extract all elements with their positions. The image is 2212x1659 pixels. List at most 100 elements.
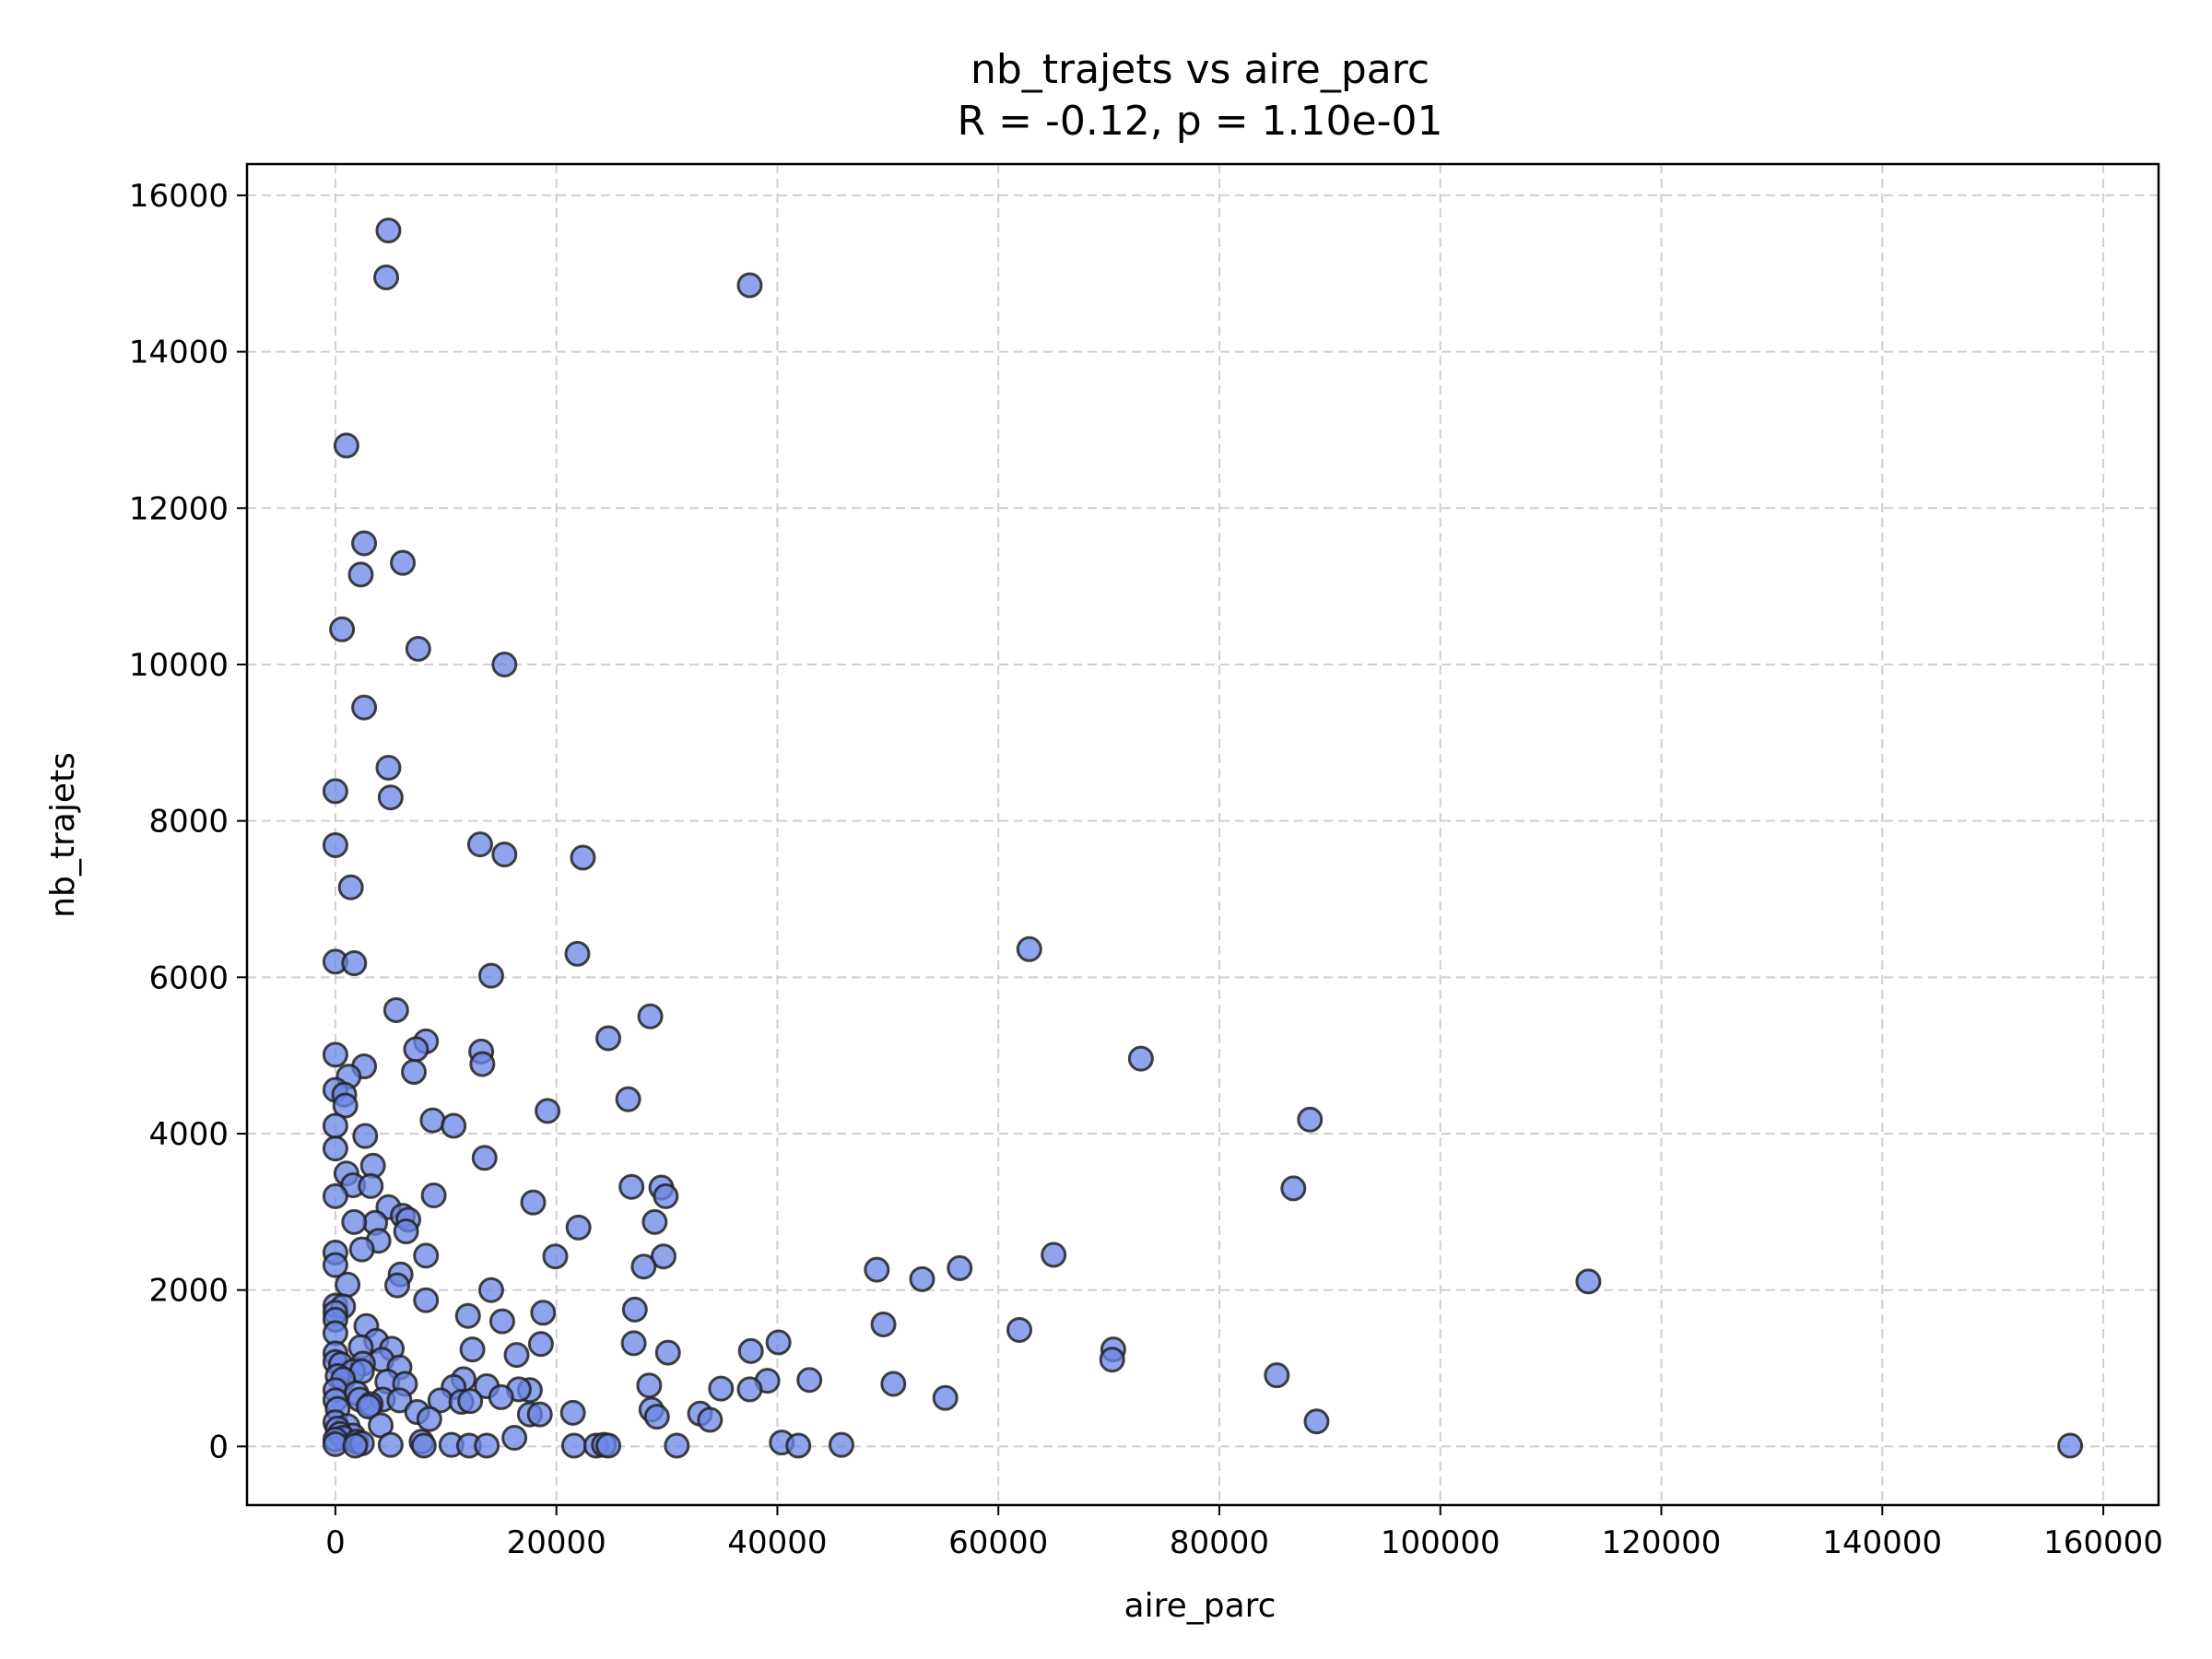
data-point: [375, 754, 402, 781]
data-point: [413, 1242, 440, 1269]
data-point: [559, 1399, 586, 1426]
data-point: [466, 831, 493, 858]
data-point: [457, 1388, 484, 1415]
data-point: [416, 1406, 442, 1432]
data-point: [491, 841, 518, 868]
data-point: [643, 1404, 670, 1430]
data-point: [1280, 1175, 1307, 1202]
data-point: [322, 1135, 348, 1162]
data-point: [618, 1173, 645, 1200]
data-point: [527, 1331, 554, 1358]
data-point: [382, 996, 409, 1023]
data-point: [2057, 1432, 2084, 1459]
data-point: [1127, 1045, 1154, 1072]
data-point: [636, 1372, 663, 1399]
data-point: [322, 1182, 348, 1209]
data-point: [341, 1208, 368, 1235]
data-point: [653, 1182, 679, 1209]
data-point: [322, 1252, 348, 1278]
data-point: [637, 1003, 664, 1030]
data-point: [405, 636, 431, 663]
data-point: [664, 1432, 690, 1459]
data-point: [441, 1112, 467, 1139]
data-point: [560, 1432, 587, 1459]
data-point: [488, 1383, 514, 1410]
data-point: [530, 1300, 557, 1326]
data-point: [1016, 935, 1042, 962]
data-point: [654, 1339, 681, 1366]
data-point: [403, 1036, 429, 1063]
data-point: [828, 1431, 854, 1458]
x-tick-label: 140000: [1822, 1524, 1942, 1561]
y-tick-label: 0: [208, 1429, 229, 1465]
data-point: [1303, 1408, 1330, 1435]
data-point: [420, 1182, 447, 1209]
data-point: [503, 1342, 530, 1369]
data-point: [595, 1432, 622, 1459]
data-point: [454, 1302, 481, 1329]
data-point: [785, 1432, 812, 1459]
data-point: [332, 1092, 359, 1119]
data-point: [337, 874, 364, 900]
y-tick-label: 2000: [148, 1273, 229, 1310]
data-point: [401, 1058, 428, 1085]
data-point: [650, 1243, 677, 1270]
data-point: [1264, 1362, 1290, 1389]
data-point: [469, 1051, 496, 1077]
data-point: [570, 844, 596, 871]
y-tick-label: 12000: [129, 490, 229, 527]
data-point: [375, 218, 402, 244]
data-point: [909, 1265, 935, 1292]
x-tick-label: 80000: [1170, 1524, 1269, 1561]
data-point: [384, 1272, 411, 1299]
y-tick-label: 6000: [148, 959, 229, 996]
data-point: [335, 1271, 361, 1298]
plot-frame: [245, 162, 2160, 1507]
data-point: [535, 1098, 561, 1124]
data-point: [870, 1312, 897, 1338]
data-point: [697, 1406, 724, 1433]
data-point: [322, 831, 348, 858]
y-axis-label: nb_trajets: [44, 752, 82, 918]
data-point: [419, 1107, 446, 1134]
data-point: [474, 1432, 500, 1459]
data-point: [765, 1329, 792, 1356]
data-point: [471, 1145, 498, 1171]
data-point: [520, 1189, 547, 1216]
data-point: [377, 1431, 404, 1458]
data-point: [342, 1432, 369, 1459]
y-tick-label: 10000: [129, 647, 229, 684]
data-point: [322, 778, 348, 805]
data-point: [373, 265, 400, 291]
data-point: [410, 1432, 437, 1459]
y-tick-label: 14000: [129, 335, 229, 371]
y-tick-label: 4000: [148, 1116, 229, 1153]
data-points: [322, 218, 2084, 1459]
data-point: [386, 1387, 413, 1414]
data-point: [1099, 1347, 1125, 1373]
data-point: [459, 1336, 486, 1363]
data-point: [477, 962, 504, 989]
data-point: [351, 694, 378, 721]
data-point: [501, 1425, 528, 1452]
data-point: [565, 1214, 592, 1241]
grid-lines: [247, 164, 2159, 1505]
data-point: [932, 1384, 959, 1411]
data-point: [488, 1308, 515, 1335]
data-point: [630, 1253, 657, 1280]
data-point: [864, 1256, 890, 1283]
data-point: [947, 1254, 973, 1281]
x-tick-label: 160000: [2043, 1524, 2163, 1561]
data-point: [736, 272, 763, 299]
data-point: [351, 530, 378, 557]
chart-title: nb_trajets vs aire_parc: [971, 46, 1430, 93]
data-point: [491, 651, 518, 677]
data-point: [1297, 1106, 1324, 1133]
data-point: [595, 1025, 622, 1052]
data-point: [736, 1376, 763, 1403]
data-point: [358, 1172, 384, 1199]
x-tick-label: 60000: [948, 1524, 1048, 1561]
data-point: [737, 1337, 764, 1364]
